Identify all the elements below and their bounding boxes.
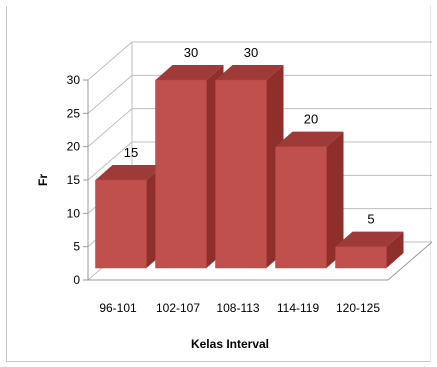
data-label: 20 [304, 112, 318, 127]
x-tick-label: 96-101 [99, 301, 137, 315]
y-tick-label: 20 [67, 140, 81, 154]
bar-top [155, 65, 224, 80]
bar-top [95, 165, 164, 180]
bar-top [275, 131, 344, 147]
x-axis-title: Kelas Interval [191, 337, 269, 351]
side-gridline [87, 74, 133, 114]
bar [215, 79, 267, 269]
bar-side [326, 131, 344, 268]
x-tick-label: 120-125 [336, 301, 380, 315]
bar [275, 146, 327, 269]
y-tick-label: 25 [67, 106, 81, 120]
side-gridline [87, 41, 133, 81]
bar [155, 79, 207, 269]
y-tick-label: 15 [67, 173, 81, 187]
labels: 0 5 10 15 20 25 30 15 96-101 30 102-107 30 108-113 20… [67, 45, 381, 315]
x-tick-label: 114-119 [277, 301, 320, 315]
floor-right-edge [387, 241, 433, 281]
chart-frame [6, 6, 431, 362]
bar-side [386, 231, 404, 268]
data-label: 30 [184, 45, 198, 60]
x-tick-label: 108-113 [216, 301, 259, 315]
bar-top [335, 231, 404, 247]
y-tick-label: 0 [73, 273, 80, 287]
data-label: 5 [367, 212, 374, 227]
y-axis-title: Fr [36, 174, 50, 186]
bar-top [215, 65, 284, 80]
data-label: 15 [124, 145, 138, 160]
bars [95, 65, 404, 269]
bar [335, 246, 387, 269]
data-label: 30 [244, 45, 258, 60]
y-tick-label: 5 [73, 240, 80, 254]
side-gridline [87, 108, 133, 148]
x-tick-label: 102-107 [156, 301, 200, 315]
side-gridline [87, 141, 133, 181]
y-tick-label: 10 [67, 206, 81, 220]
bar [95, 179, 147, 269]
y-tick-label: 30 [67, 73, 81, 87]
